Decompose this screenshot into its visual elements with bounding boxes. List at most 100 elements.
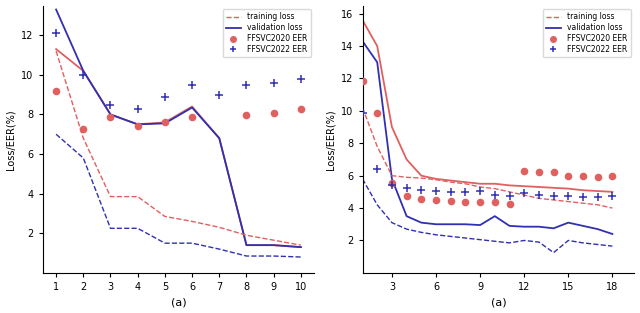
- FFSVC2022 EER: [578, 194, 588, 199]
- training loss: [476, 185, 484, 189]
- training loss: [506, 190, 513, 194]
- validation loss: [506, 183, 513, 187]
- validation loss: [594, 227, 602, 231]
- training loss: [216, 225, 223, 229]
- validation loss: [243, 243, 250, 247]
- Y-axis label: Loss/EER(%): Loss/EER(%): [326, 109, 335, 170]
- training loss: [520, 193, 528, 197]
- FFSVC2022 EER: [475, 188, 485, 193]
- validation loss: [461, 222, 469, 226]
- validation loss: [188, 106, 196, 110]
- FFSVC2022 EER: [593, 194, 603, 199]
- validation loss: [447, 222, 454, 226]
- training loss: [243, 233, 250, 237]
- training loss: [417, 176, 425, 180]
- X-axis label: (a): (a): [491, 297, 506, 307]
- training loss: [432, 178, 440, 182]
- validation loss: [161, 121, 169, 124]
- training loss: [535, 197, 543, 200]
- validation loss: [270, 243, 278, 247]
- validation loss: [417, 174, 425, 177]
- validation loss: [243, 243, 250, 247]
- validation loss: [520, 184, 528, 188]
- validation loss: [535, 225, 543, 228]
- Legend: training loss, validation loss, FFSVC2020 EER, FFSVC2022 EER: training loss, validation loss, FFSVC202…: [543, 9, 630, 57]
- training loss: [403, 175, 410, 179]
- validation loss: [188, 105, 196, 108]
- X-axis label: (a): (a): [171, 297, 186, 307]
- FFSVC2022 EER: [372, 167, 382, 172]
- validation loss: [432, 222, 440, 226]
- FFSVC2020 EER: [160, 120, 170, 125]
- validation loss: [491, 214, 499, 218]
- training loss: [594, 203, 602, 207]
- validation loss: [216, 136, 223, 140]
- validation loss: [358, 18, 366, 22]
- training loss: [107, 195, 115, 198]
- FFSVC2022 EER: [563, 193, 573, 198]
- FFSVC2022 EER: [51, 31, 61, 36]
- Line: training loss: training loss: [56, 51, 301, 245]
- validation loss: [564, 187, 572, 191]
- training loss: [270, 238, 278, 242]
- Line: validation loss: validation loss: [362, 20, 612, 192]
- FFSVC2022 EER: [534, 192, 544, 198]
- validation loss: [107, 113, 115, 116]
- FFSVC2022 EER: [269, 80, 279, 85]
- validation loss: [476, 182, 484, 186]
- FFSVC2020 EER: [401, 193, 412, 198]
- validation loss: [476, 223, 484, 227]
- FFSVC2020 EER: [475, 199, 485, 204]
- validation loss: [52, 8, 60, 11]
- training loss: [373, 145, 381, 148]
- validation loss: [432, 177, 440, 181]
- FFSVC2022 EER: [106, 102, 116, 107]
- FFSVC2020 EER: [78, 127, 88, 132]
- FFSVC2022 EER: [490, 192, 500, 198]
- validation loss: [609, 190, 616, 194]
- Line: training loss: training loss: [362, 108, 612, 208]
- FFSVC2020 EER: [534, 169, 544, 174]
- FFSVC2020 EER: [490, 200, 500, 205]
- validation loss: [373, 60, 381, 64]
- FFSVC2022 EER: [548, 193, 559, 198]
- FFSVC2020 EER: [357, 78, 367, 83]
- FFSVC2020 EER: [187, 115, 197, 120]
- validation loss: [535, 185, 543, 189]
- validation loss: [107, 113, 115, 116]
- training loss: [388, 174, 396, 177]
- FFSVC2020 EER: [387, 181, 397, 186]
- validation loss: [216, 136, 223, 140]
- validation loss: [134, 122, 141, 126]
- FFSVC2020 EER: [548, 170, 559, 175]
- validation loss: [161, 121, 169, 125]
- FFSVC2020 EER: [296, 106, 306, 111]
- Line: validation loss: validation loss: [56, 49, 301, 247]
- FFSVC2020 EER: [460, 199, 470, 204]
- validation loss: [417, 221, 425, 224]
- FFSVC2022 EER: [78, 72, 88, 77]
- FFSVC2020 EER: [578, 174, 588, 179]
- validation loss: [579, 224, 587, 228]
- FFSVC2022 EER: [214, 92, 225, 97]
- FFSVC2022 EER: [401, 185, 412, 190]
- training loss: [564, 200, 572, 203]
- Line: validation loss: validation loss: [56, 9, 301, 247]
- FFSVC2020 EER: [431, 198, 441, 203]
- validation loss: [579, 188, 587, 192]
- training loss: [134, 195, 141, 198]
- training loss: [358, 106, 366, 110]
- validation loss: [270, 243, 278, 247]
- Legend: training loss, validation loss, FFSVC2020 EER, FFSVC2022 EER: training loss, validation loss, FFSVC202…: [223, 9, 310, 57]
- validation loss: [373, 44, 381, 48]
- validation loss: [79, 69, 87, 73]
- validation loss: [297, 245, 305, 249]
- FFSVC2020 EER: [445, 198, 456, 203]
- Y-axis label: Loss/EER(%): Loss/EER(%): [6, 109, 15, 170]
- FFSVC2022 EER: [160, 94, 170, 99]
- training loss: [161, 214, 169, 218]
- FFSVC2022 EER: [416, 188, 426, 193]
- FFSVC2020 EER: [269, 111, 279, 116]
- validation loss: [491, 182, 499, 186]
- validation loss: [79, 69, 87, 73]
